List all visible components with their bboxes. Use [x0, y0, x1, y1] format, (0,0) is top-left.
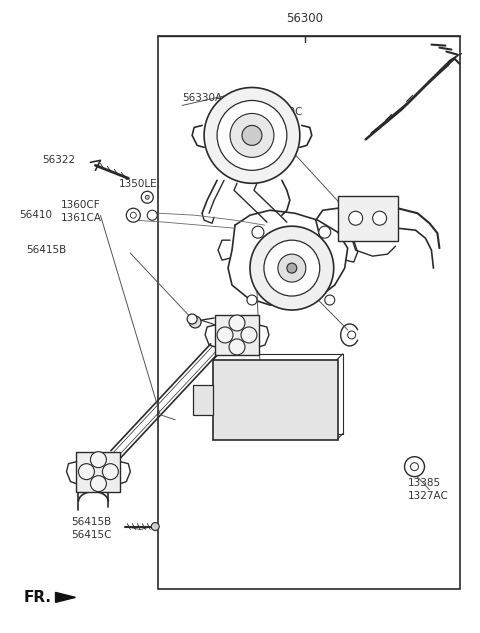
Circle shape — [141, 191, 153, 203]
Circle shape — [126, 208, 140, 222]
Text: 56415B: 56415B — [26, 245, 67, 255]
Text: 56410: 56410 — [20, 210, 53, 220]
Circle shape — [287, 263, 297, 273]
Text: 56300: 56300 — [286, 12, 324, 25]
Circle shape — [250, 226, 334, 310]
Circle shape — [241, 327, 257, 343]
Circle shape — [189, 316, 201, 328]
Bar — [215, 315, 259, 355]
Bar — [158, 35, 460, 589]
Circle shape — [348, 211, 363, 225]
Circle shape — [78, 464, 95, 480]
Circle shape — [319, 226, 331, 238]
Circle shape — [90, 475, 107, 492]
Text: 56397: 56397 — [288, 258, 321, 268]
Text: 56330A: 56330A — [182, 94, 222, 103]
Text: 1350LE: 1350LE — [119, 179, 157, 189]
Polygon shape — [56, 592, 75, 603]
Bar — [338, 196, 397, 241]
Text: 56340C: 56340C — [255, 257, 295, 267]
Circle shape — [229, 339, 245, 355]
Circle shape — [230, 113, 274, 158]
Circle shape — [325, 295, 335, 305]
Circle shape — [151, 523, 159, 530]
Text: 1327AC: 1327AC — [408, 491, 448, 501]
Circle shape — [130, 212, 136, 218]
Circle shape — [90, 452, 107, 468]
Circle shape — [372, 211, 386, 225]
Circle shape — [264, 240, 320, 296]
Circle shape — [278, 254, 306, 282]
Text: 56415B: 56415B — [72, 517, 112, 527]
Text: 1361CA: 1361CA — [60, 213, 102, 223]
Text: 13385: 13385 — [408, 478, 441, 487]
Circle shape — [242, 125, 262, 146]
Text: 56390C: 56390C — [262, 108, 302, 118]
Circle shape — [204, 87, 300, 184]
Circle shape — [187, 314, 197, 324]
Bar — [213, 360, 338, 440]
Bar — [193, 385, 213, 415]
Text: 1360CF: 1360CF — [60, 200, 100, 210]
Circle shape — [145, 195, 149, 199]
Circle shape — [247, 295, 257, 305]
Bar — [76, 452, 120, 492]
Circle shape — [217, 101, 287, 170]
Circle shape — [229, 315, 245, 331]
Text: FR.: FR. — [24, 590, 52, 605]
Circle shape — [252, 226, 264, 238]
Text: 56322: 56322 — [43, 155, 76, 165]
Circle shape — [405, 456, 424, 477]
Circle shape — [348, 331, 356, 339]
Text: 56415C: 56415C — [72, 530, 112, 539]
Circle shape — [217, 327, 233, 343]
Circle shape — [147, 210, 157, 220]
Circle shape — [410, 463, 419, 471]
Circle shape — [102, 464, 119, 480]
